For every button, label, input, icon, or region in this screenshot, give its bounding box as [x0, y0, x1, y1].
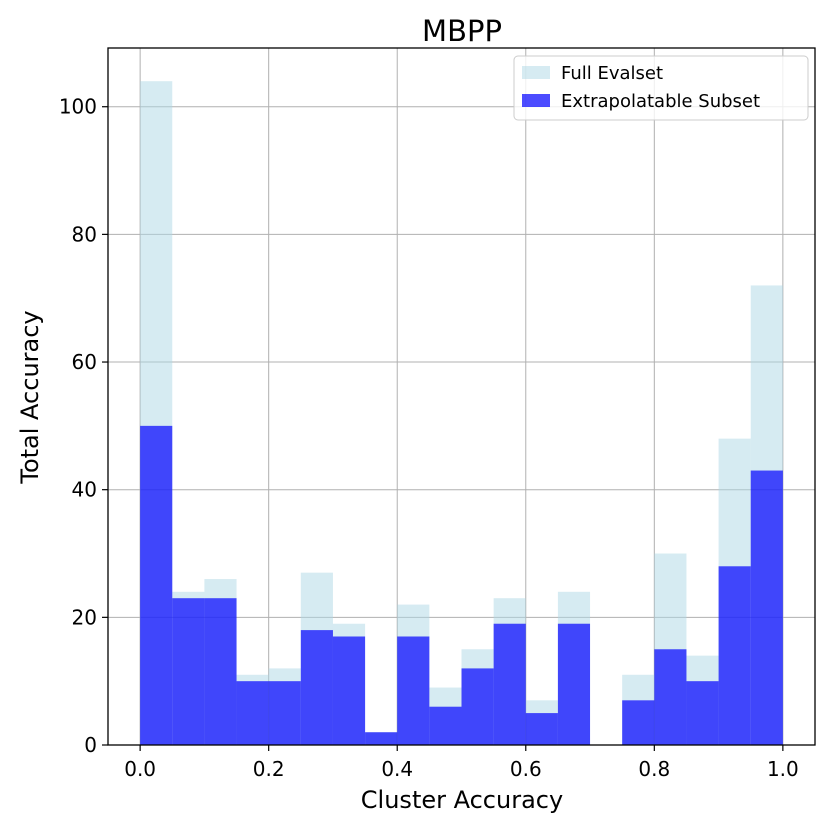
bar-extrapolatable-subset-0	[140, 425, 173, 745]
y-tick-label-3: 60	[72, 350, 97, 374]
bar-extrapolatable-subset-2	[204, 598, 237, 745]
legend-label-extrapolatable-subset: Extrapolatable Subset	[561, 91, 760, 112]
x-axis-ticks: 0.0 0.2 0.4 0.6 0.8 1.0	[124, 745, 799, 781]
bar-extrapolatable-subset-11	[493, 623, 526, 745]
y-tick-label-4: 80	[72, 222, 97, 246]
x-tick-label-3: 0.6	[510, 757, 542, 781]
bar-extrapolatable-subset-10	[461, 668, 494, 745]
bar-extrapolatable-subset-9	[429, 706, 462, 745]
bar-extrapolatable-subset-6	[332, 636, 366, 745]
y-axis-ticks: 0 20 40 60 80 100	[59, 95, 108, 757]
bar-extrapolatable-subset-3	[236, 681, 269, 745]
y-tick-label-0: 0	[84, 733, 97, 757]
chart-title: MBPP	[422, 14, 502, 48]
x-tick-label-4: 0.8	[638, 757, 670, 781]
bar-extrapolatable-subset-4	[268, 681, 301, 745]
series-extrapolatable-subset	[140, 425, 783, 745]
y-tick-label-1: 20	[72, 605, 97, 629]
legend-frame	[513, 55, 809, 121]
legend-label-full-evalset: Full Evalset	[561, 63, 663, 84]
bar-extrapolatable-subset-19	[750, 470, 783, 745]
bar-extrapolatable-subset-13	[557, 623, 591, 745]
bar-extrapolatable-subset-1	[172, 598, 205, 745]
bar-extrapolatable-subset-12	[525, 713, 558, 745]
bar-extrapolatable-subset-5	[300, 630, 333, 745]
x-tick-label-2: 0.4	[381, 757, 413, 781]
bar-extrapolatable-subset-8	[397, 636, 430, 745]
bar-extrapolatable-subset-7	[365, 732, 398, 745]
y-tick-label-2: 40	[72, 478, 97, 502]
x-axis-label: Cluster Accuracy	[361, 786, 563, 814]
x-tick-label-1: 0.2	[253, 757, 285, 781]
plot-frame	[107, 47, 816, 746]
y-tick-label-5: 100	[59, 95, 97, 119]
bar-extrapolatable-subset-15	[622, 700, 655, 745]
bar-extrapolatable-subset-16	[654, 649, 687, 745]
y-axis-label: Total Accuracy	[16, 310, 44, 484]
legend-swatch-extrapolatable-subset	[522, 94, 550, 107]
x-tick-label-0: 0.0	[124, 757, 156, 781]
legend: Full Evalset Extrapolatable Subset	[513, 55, 809, 121]
legend-swatch-full-evalset	[522, 66, 550, 79]
bar-extrapolatable-subset-17	[686, 681, 719, 745]
x-tick-label-5: 1.0	[767, 757, 799, 781]
bar-extrapolatable-subset-18	[718, 566, 751, 745]
